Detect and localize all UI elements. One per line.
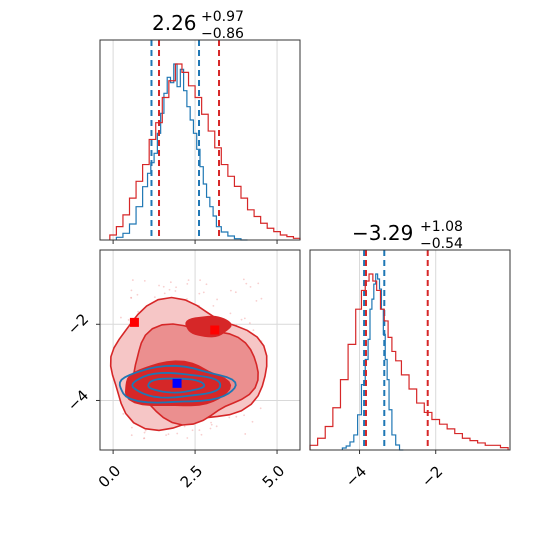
scatter-point — [186, 437, 189, 439]
scatter-point — [235, 415, 238, 418]
scatter-point — [131, 279, 134, 281]
title-param2: −3.29 +1.08 −0.54 — [352, 219, 463, 252]
title-param1: 2.26 +0.97 −0.86 — [152, 9, 244, 42]
scatter-point — [143, 437, 146, 439]
scatter-point — [216, 298, 218, 301]
title-param1-minus: −0.86 — [201, 26, 244, 42]
truth-marker-series-0 — [172, 378, 182, 388]
scatter-point — [251, 420, 254, 423]
histogram-param1-panel — [99, 39, 301, 244]
scatter-point — [249, 285, 252, 288]
scatter-point — [215, 425, 218, 428]
contour-inner-blue — [147, 377, 206, 394]
scatter-point — [163, 292, 166, 295]
title-param2-plus: +1.08 — [420, 219, 463, 235]
scatter-point — [245, 282, 248, 285]
title-param1-plus: +0.97 — [201, 9, 244, 25]
scatter-point — [210, 423, 213, 426]
histogram-param1-series-1 — [109, 63, 301, 240]
scatter-point — [143, 431, 146, 434]
scatter-point — [165, 434, 168, 437]
scatter-point — [186, 298, 188, 300]
scatter-point — [243, 317, 246, 320]
scatter-point — [229, 312, 232, 315]
histogram-param2-series-0 — [341, 273, 404, 451]
scatter-point — [243, 414, 245, 417]
scatter-point — [248, 322, 251, 324]
scatter-point — [202, 291, 205, 294]
scatter-point — [260, 297, 263, 300]
histogram-param1-frame — [99, 39, 301, 241]
scatter-point — [127, 319, 130, 321]
histogram-param2-frame — [309, 249, 511, 451]
scatter-point — [240, 318, 243, 321]
truth-marker-extra-0 — [129, 317, 139, 327]
title-param2-main: −3.29 — [352, 221, 413, 245]
scatter-point — [169, 281, 172, 284]
scatter-point — [252, 329, 255, 332]
scatter-point — [143, 279, 146, 282]
scatter-point — [244, 433, 247, 435]
scatter-point — [130, 289, 133, 292]
scatter-point — [199, 279, 201, 282]
scatter-point — [122, 412, 125, 415]
scatter-point — [158, 284, 160, 287]
title-param2-minus: −0.54 — [420, 236, 463, 252]
scatter-point — [120, 316, 122, 319]
scatter-point — [186, 282, 189, 285]
scatter-point — [212, 304, 215, 307]
scatter-point — [136, 293, 139, 296]
scatter-point — [130, 434, 133, 437]
title-param1-main: 2.26 — [152, 11, 197, 35]
scatter-point — [130, 296, 132, 299]
contour-inner-red-upper — [185, 315, 232, 338]
scatter-point — [137, 310, 140, 313]
scatter-point — [234, 291, 237, 294]
scatter-point — [229, 289, 232, 292]
contour-panel-frame — [99, 249, 301, 451]
scatter-point — [191, 429, 194, 432]
scatter-point — [168, 288, 171, 291]
scatter-point — [167, 433, 170, 436]
scatter-point — [259, 407, 262, 410]
scatter-point — [176, 432, 179, 435]
scatter-point — [228, 416, 231, 419]
scatter-point — [183, 425, 186, 428]
scatter-point — [200, 433, 203, 436]
scatter-point — [210, 421, 212, 424]
scatter-point — [257, 282, 260, 285]
scatter-point — [198, 292, 201, 295]
contour-panel: 0.0 2.5 5.0−2−4 — [64, 249, 301, 491]
scatter-point — [255, 300, 258, 302]
scatter-point — [198, 429, 201, 432]
scatter-point — [162, 285, 165, 288]
scatter-point — [174, 290, 177, 292]
scatter-point — [144, 429, 147, 432]
histogram-param1-series-0 — [115, 63, 248, 241]
scatter-point — [187, 279, 190, 281]
scatter-point — [175, 286, 177, 289]
histogram-param2-series-1 — [309, 273, 509, 450]
contour-mid-blue — [131, 371, 222, 399]
scatter-point — [153, 296, 156, 299]
scatter-point — [209, 427, 212, 430]
truth-marker-series-1 — [210, 325, 220, 335]
scatter-point — [131, 426, 133, 429]
scatter-point — [242, 278, 245, 281]
scatter-point — [205, 283, 208, 286]
contour-outer-blue — [118, 364, 237, 404]
